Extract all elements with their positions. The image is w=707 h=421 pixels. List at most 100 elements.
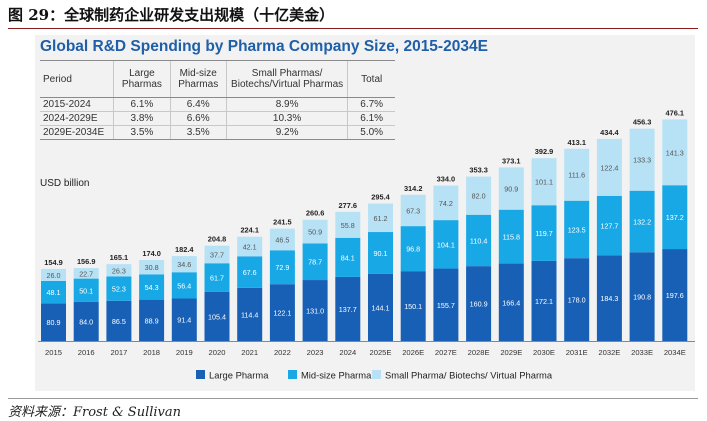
data-label: 115.8 bbox=[503, 233, 520, 242]
data-label: 122.1 bbox=[273, 309, 291, 318]
data-label: 72.9 bbox=[275, 263, 289, 272]
legend-label: Small Pharma/ Biotechs/ Virtual Pharma bbox=[385, 370, 553, 381]
bar-segment bbox=[302, 219, 328, 244]
data-label: 67.6 bbox=[243, 268, 257, 277]
data-label: 61.7 bbox=[210, 274, 224, 283]
table-cell: 3.5% bbox=[169, 125, 227, 140]
bar-segment bbox=[531, 205, 557, 261]
bar-segment bbox=[269, 250, 295, 285]
total-label: 277.6 bbox=[339, 201, 358, 210]
data-label: 105.4 bbox=[208, 312, 226, 321]
bar-segment bbox=[335, 211, 361, 238]
data-label: 123.5 bbox=[568, 225, 586, 234]
data-label: 137.7 bbox=[339, 305, 357, 314]
data-label: 96.8 bbox=[406, 245, 420, 254]
data-label: 26.3 bbox=[112, 266, 126, 275]
total-label: 204.8 bbox=[208, 235, 227, 244]
table-cell: 2015-2024 bbox=[40, 97, 114, 112]
bar-segment bbox=[433, 185, 459, 221]
total-label: 182.4 bbox=[175, 245, 194, 254]
x-tick-label: 2017 bbox=[110, 348, 127, 357]
data-label: 184.3 bbox=[600, 294, 618, 303]
x-tick-label: 2032E bbox=[598, 348, 620, 357]
bar-segment bbox=[368, 273, 393, 341]
table-cell: 3.8% bbox=[113, 111, 171, 126]
table-header: Small Pharmas/ Biotechs/Virtual Pharmas bbox=[225, 60, 348, 98]
bar-segment bbox=[204, 245, 230, 264]
bar-segment bbox=[433, 220, 459, 269]
x-tick-label: 2030E bbox=[533, 348, 555, 357]
bar-segment bbox=[400, 194, 426, 227]
data-label: 86.5 bbox=[112, 317, 126, 326]
bar-segment bbox=[662, 119, 688, 186]
table-cell: 9.2% bbox=[225, 125, 348, 140]
bar-segment bbox=[41, 303, 66, 341]
bar-segment bbox=[662, 185, 688, 250]
bar-segment bbox=[106, 264, 132, 277]
x-tick-label: 2020 bbox=[209, 348, 226, 357]
table-cell: 8.9% bbox=[225, 97, 348, 112]
data-label: 114.4 bbox=[241, 310, 258, 319]
data-label: 133.3 bbox=[633, 156, 651, 165]
total-label: 413.1 bbox=[567, 138, 586, 147]
data-label: 52.3 bbox=[112, 285, 126, 294]
x-tick-label: 2023 bbox=[307, 348, 324, 357]
figure-caption: 图 29：全球制药企业研发支出规模（十亿美金） bbox=[8, 3, 698, 29]
bar-segment bbox=[269, 284, 295, 341]
bar-segment bbox=[73, 268, 99, 279]
table-row: 2015-2024 6.1% 6.4% 8.9% 6.7% bbox=[40, 97, 395, 112]
table-cell: 2024-2029E bbox=[40, 111, 114, 126]
data-label: 26.0 bbox=[47, 271, 61, 280]
bar-segment bbox=[171, 272, 197, 299]
data-label: 50.9 bbox=[308, 228, 322, 237]
data-label: 155.7 bbox=[437, 301, 455, 310]
legend-label: Large Pharma bbox=[209, 370, 269, 381]
x-tick-label: 2018 bbox=[143, 348, 160, 357]
bar-segment bbox=[171, 256, 197, 273]
legend-swatch bbox=[288, 370, 297, 379]
data-label: 166.4 bbox=[502, 298, 520, 307]
bar-segment bbox=[564, 148, 590, 201]
total-label: 154.9 bbox=[44, 258, 63, 267]
data-label: 144.1 bbox=[372, 303, 390, 312]
legend-swatch bbox=[372, 370, 381, 379]
data-label: 42.1 bbox=[243, 243, 257, 252]
data-label: 197.6 bbox=[666, 291, 684, 300]
x-tick-label: 2034E bbox=[664, 348, 686, 357]
bar-segment bbox=[596, 138, 622, 196]
table-header: Large Pharmas bbox=[113, 60, 171, 98]
data-label: 56.4 bbox=[177, 281, 191, 290]
bar-segment bbox=[531, 158, 557, 206]
x-tick-label: 2021 bbox=[241, 348, 258, 357]
data-label: 110.4 bbox=[470, 236, 487, 245]
data-label: 119.7 bbox=[535, 229, 552, 238]
bar-segment bbox=[564, 258, 590, 341]
data-label: 90.9 bbox=[504, 185, 518, 194]
bar-segment bbox=[498, 263, 524, 341]
total-label: 174.0 bbox=[142, 249, 161, 258]
table-cell: 10.3% bbox=[225, 111, 348, 126]
bar-segment bbox=[139, 274, 165, 300]
x-tick-label: 2029E bbox=[500, 348, 522, 357]
x-tick-label: 2015 bbox=[45, 348, 62, 357]
legend-label: Mid-size Pharma bbox=[301, 370, 372, 381]
total-label: 224.1 bbox=[240, 226, 259, 235]
bar-segment bbox=[41, 268, 66, 281]
data-label: 82.0 bbox=[472, 192, 486, 201]
bar-segment bbox=[564, 200, 590, 259]
table-cell: 6.4% bbox=[169, 97, 227, 112]
bar-segment bbox=[237, 236, 263, 257]
table-header-row: Period Large Pharmas Mid-size Pharmas Sm… bbox=[40, 60, 395, 98]
data-label: 101.1 bbox=[535, 178, 553, 187]
bar-segment bbox=[139, 299, 165, 341]
total-label: 314.2 bbox=[404, 184, 423, 193]
x-tick-label: 2025E bbox=[370, 348, 392, 357]
data-label: 131.0 bbox=[306, 307, 324, 316]
x-tick-label: 2024 bbox=[339, 348, 356, 357]
table-cell: 6.7% bbox=[347, 97, 395, 112]
total-label: 456.3 bbox=[633, 118, 652, 127]
table-row: 2024-2029E 3.8% 6.6% 10.3% 6.1% bbox=[40, 111, 395, 126]
x-tick-label: 2027E bbox=[435, 348, 457, 357]
bar-segment bbox=[73, 278, 99, 302]
data-label: 74.2 bbox=[439, 199, 453, 208]
